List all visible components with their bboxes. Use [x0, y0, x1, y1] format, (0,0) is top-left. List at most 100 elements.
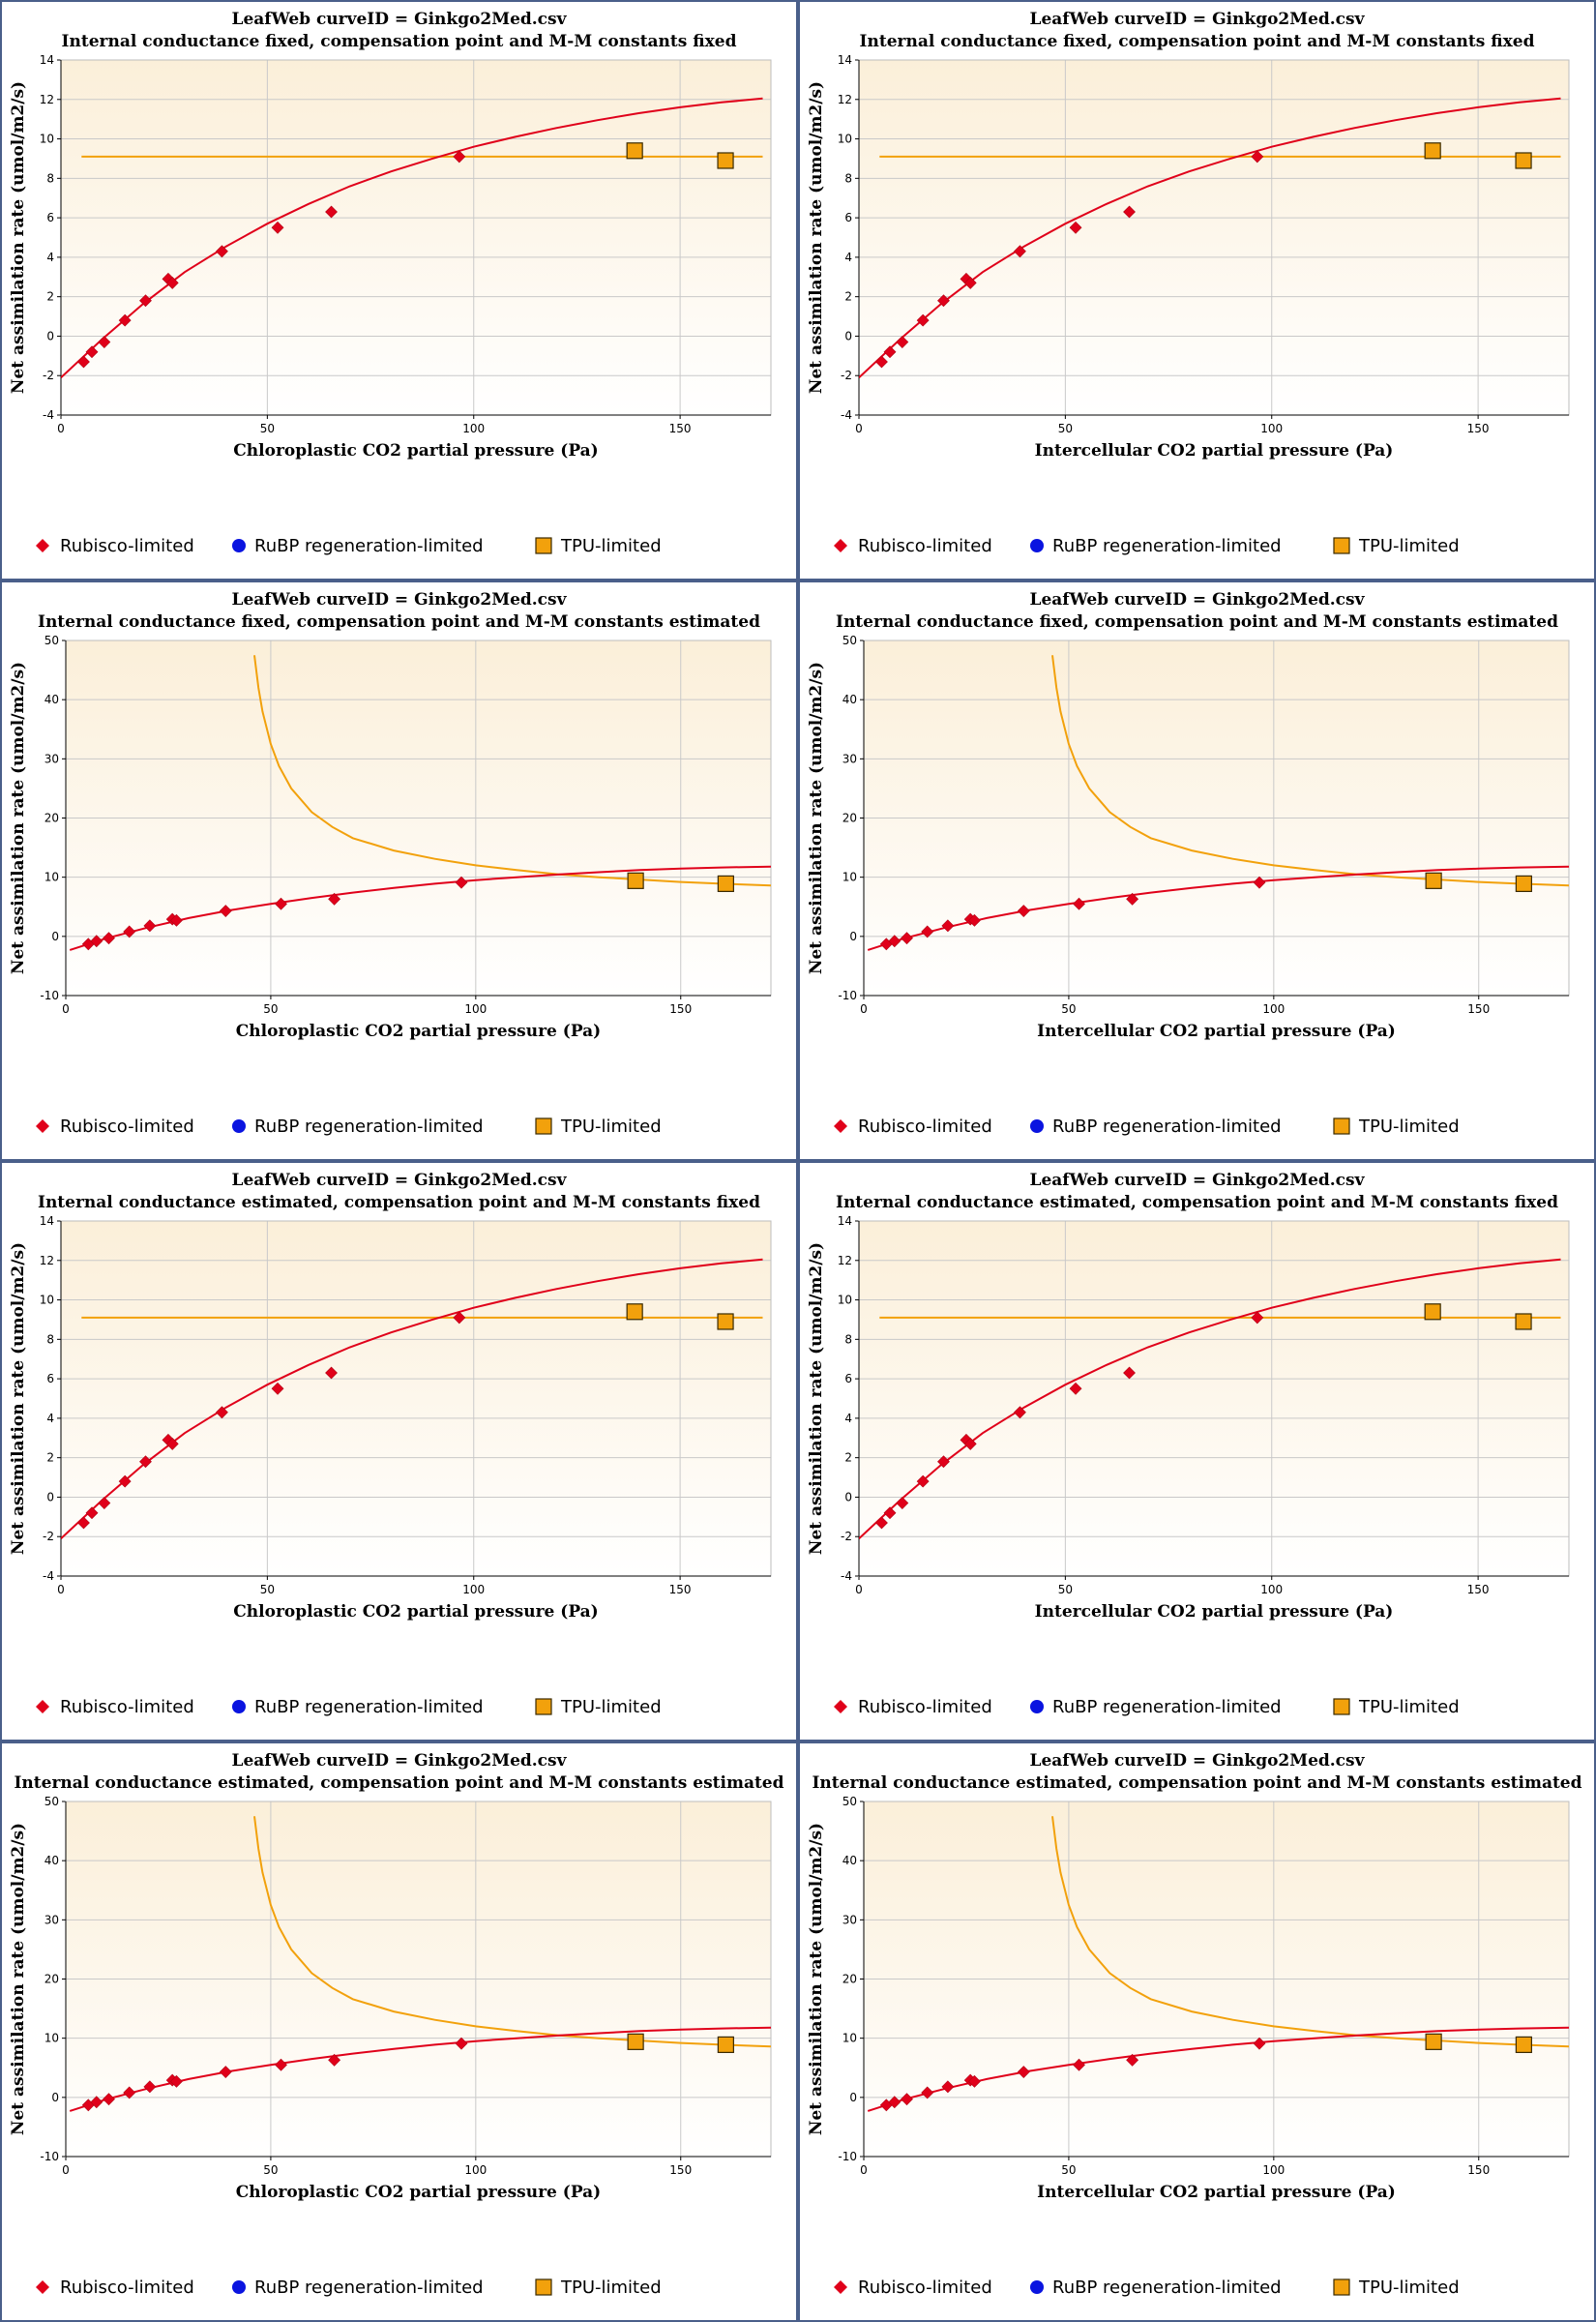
y-tick-label: 30 — [842, 752, 857, 765]
rubisco-point — [937, 1455, 950, 1469]
y-tick-label: 14 — [40, 1214, 54, 1228]
rubisco-point — [143, 2080, 157, 2094]
rubisco-point — [455, 2037, 468, 2050]
y-tick-label: 0 — [844, 1490, 852, 1503]
legend-rubisco-marker — [834, 1700, 847, 1713]
x-tick-label: 50 — [1061, 2163, 1076, 2177]
y-tick-label: 40 — [842, 693, 857, 706]
legend-tpu-label: TPU-limited — [1358, 1697, 1460, 1717]
y-tick-label: 40 — [44, 1854, 59, 1867]
rubisco-point — [275, 2058, 287, 2071]
y-tick-label: 0 — [849, 930, 857, 943]
rubisco-point — [941, 2080, 955, 2094]
y-tick-label: -4 — [841, 1569, 852, 1583]
x-tick-label: 0 — [62, 1002, 70, 1016]
rubisco-point — [271, 221, 284, 234]
y-tick-label: 14 — [838, 53, 852, 67]
legend-tpu-marker — [1333, 1698, 1350, 1715]
x-tick-label: 100 — [1262, 1002, 1285, 1016]
chart-panel-3: LeafWeb curveID = Ginkgo2Med.csv Internal… — [0, 580, 798, 1161]
y-tick-label: 2 — [46, 290, 54, 304]
rubisco-curve — [69, 2026, 771, 2112]
chart-title: LeafWeb curveID = Ginkgo2Med.csv — [1030, 1751, 1366, 1771]
rubisco-point — [1017, 2066, 1030, 2078]
x-tick-label: 100 — [464, 2163, 487, 2177]
y-tick-label: -2 — [841, 1530, 852, 1543]
legend-tpu-marker — [535, 537, 552, 554]
y-tick-label: 6 — [844, 1372, 852, 1385]
y-tick-label: 30 — [44, 1913, 59, 1926]
rubisco-point — [90, 2096, 103, 2109]
x-axis-label: Chloroplastic CO2 partial pressure (Pa) — [233, 1602, 598, 1622]
chart-subtitle: Internal conductance estimated, compensa… — [812, 1773, 1581, 1793]
y-tick-label: 50 — [842, 1795, 857, 1808]
y-tick-label: 10 — [838, 133, 852, 146]
x-tick-label: 100 — [462, 422, 485, 435]
rubisco-point — [888, 2096, 901, 2109]
chart-svg: LeafWeb curveID = Ginkgo2Med.csvInternal… — [9, 590, 772, 1137]
y-tick-label: 0 — [46, 1490, 54, 1503]
x-tick-label: 0 — [57, 422, 65, 435]
legend-rubisco-marker — [834, 1119, 847, 1133]
chart-panel-7: LeafWeb curveID = Ginkgo2Med.csv Internal… — [0, 1742, 798, 2322]
y-tick-label: -2 — [43, 1530, 54, 1543]
x-tick-label: 0 — [860, 2163, 868, 2177]
chart-svg: LeafWeb curveID = Ginkgo2Med.csvInternal… — [9, 1171, 772, 1717]
rubisco-point — [275, 897, 287, 910]
legend-rubp-marker — [232, 1119, 246, 1133]
rubisco-point — [453, 1311, 466, 1325]
tpu-point — [627, 872, 644, 889]
y-tick-label: 20 — [44, 812, 59, 825]
tpu-point — [717, 152, 734, 169]
y-tick-label: -4 — [43, 408, 54, 422]
rubisco-point — [77, 355, 90, 369]
chart-svg: LeafWeb curveID = Ginkgo2Med.csvInternal… — [9, 1751, 784, 2298]
chart-subtitle: Internal conductance estimated, compensa… — [836, 1193, 1558, 1212]
y-tick-label: -10 — [40, 2150, 59, 2163]
y-tick-label: 12 — [838, 1254, 852, 1267]
tpu-point — [1425, 872, 1442, 889]
tpu-point — [717, 875, 734, 892]
rubisco-point — [98, 1497, 111, 1509]
rubisco-point — [883, 1506, 897, 1520]
rubisco-point — [271, 1382, 284, 1395]
x-tick-label: 50 — [1058, 422, 1073, 435]
tpu-point — [1515, 152, 1532, 169]
y-axis-label: Net assimilation rate (umol/m2/s) — [807, 662, 826, 974]
rubisco-point — [103, 2093, 115, 2106]
chart-panel-6: LeafWeb curveID = Ginkgo2Med.csv Internal… — [798, 1161, 1596, 1742]
chart-svg: LeafWeb curveID = Ginkgo2Med.csvInternal… — [807, 590, 1570, 1137]
rubisco-point — [325, 205, 338, 219]
rubisco-point — [916, 1474, 930, 1488]
legend-rubp-label: RuBP regeneration-limited — [254, 1116, 484, 1137]
rubisco-point — [937, 294, 950, 308]
legend-rubisco-label: Rubisco-limited — [60, 1116, 194, 1137]
rubisco-point — [883, 345, 897, 359]
rubisco-point — [1069, 1382, 1082, 1395]
rubisco-curve — [859, 97, 1561, 379]
legend-rubp-label: RuBP regeneration-limited — [254, 1697, 484, 1717]
tpu-point — [1515, 2036, 1532, 2053]
rubisco-point — [219, 905, 232, 917]
chart-panel-2: LeafWeb curveID = Ginkgo2Med.csv Internal… — [798, 0, 1596, 580]
x-tick-label: 0 — [62, 2163, 70, 2177]
rubisco-point — [901, 2093, 913, 2106]
tpu-point — [1515, 1313, 1532, 1330]
chart-title: LeafWeb curveID = Ginkgo2Med.csv — [1030, 1171, 1366, 1190]
x-tick-label: 50 — [1058, 1583, 1073, 1596]
legend-rubp-label: RuBP regeneration-limited — [254, 536, 484, 556]
y-tick-label: 6 — [46, 211, 54, 224]
x-tick-label: 100 — [1260, 1583, 1283, 1596]
rubisco-point — [1126, 2053, 1139, 2067]
x-tick-label: 0 — [855, 422, 863, 435]
rubisco-point — [1017, 905, 1030, 917]
legend-rubp-label: RuBP regeneration-limited — [1052, 1116, 1282, 1137]
x-axis-label: Intercellular CO2 partial pressure (Pa) — [1037, 2183, 1396, 2202]
y-tick-label: 8 — [46, 171, 54, 185]
legend-rubp-marker — [1030, 539, 1044, 552]
rubisco-point — [901, 932, 913, 945]
y-tick-label: 4 — [844, 1412, 852, 1425]
tpu-point — [717, 2036, 734, 2053]
tpu-point — [1424, 142, 1441, 160]
